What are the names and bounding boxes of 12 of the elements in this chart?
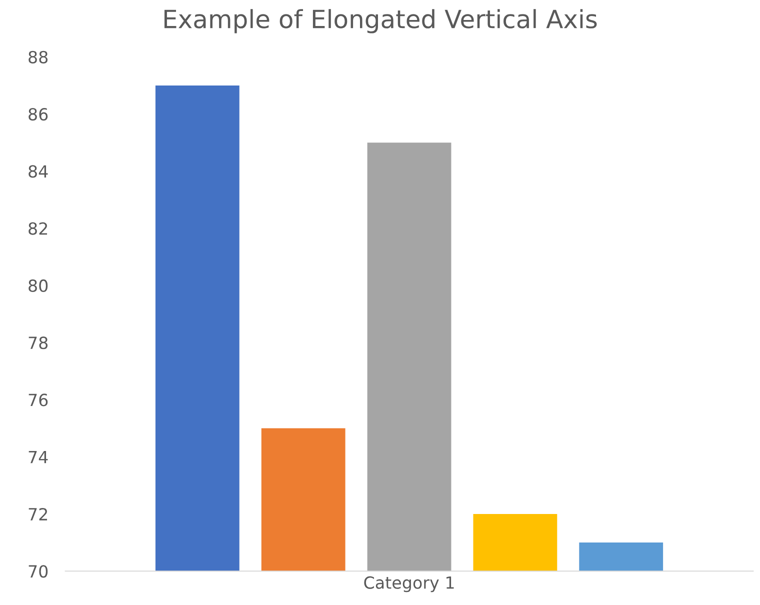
y-tick-label: 76 <box>28 394 48 406</box>
y-tick-label: 74 <box>28 451 48 464</box>
y-tick-label: 72 <box>28 508 48 520</box>
y-tick-label: 88 <box>28 50 48 64</box>
y-tick-label: 84 <box>28 165 48 178</box>
chart-title: Example of Elongated Vertical Axis <box>164 9 597 34</box>
y-tick-label: 78 <box>28 336 48 350</box>
y-tick-label: 82 <box>28 222 48 235</box>
y-tick-label: 70 <box>28 565 48 578</box>
x-tick-label: Category 1 <box>364 576 454 592</box>
y-tick-label: 80 <box>28 279 48 292</box>
y-tick-label: 86 <box>28 108 48 121</box>
